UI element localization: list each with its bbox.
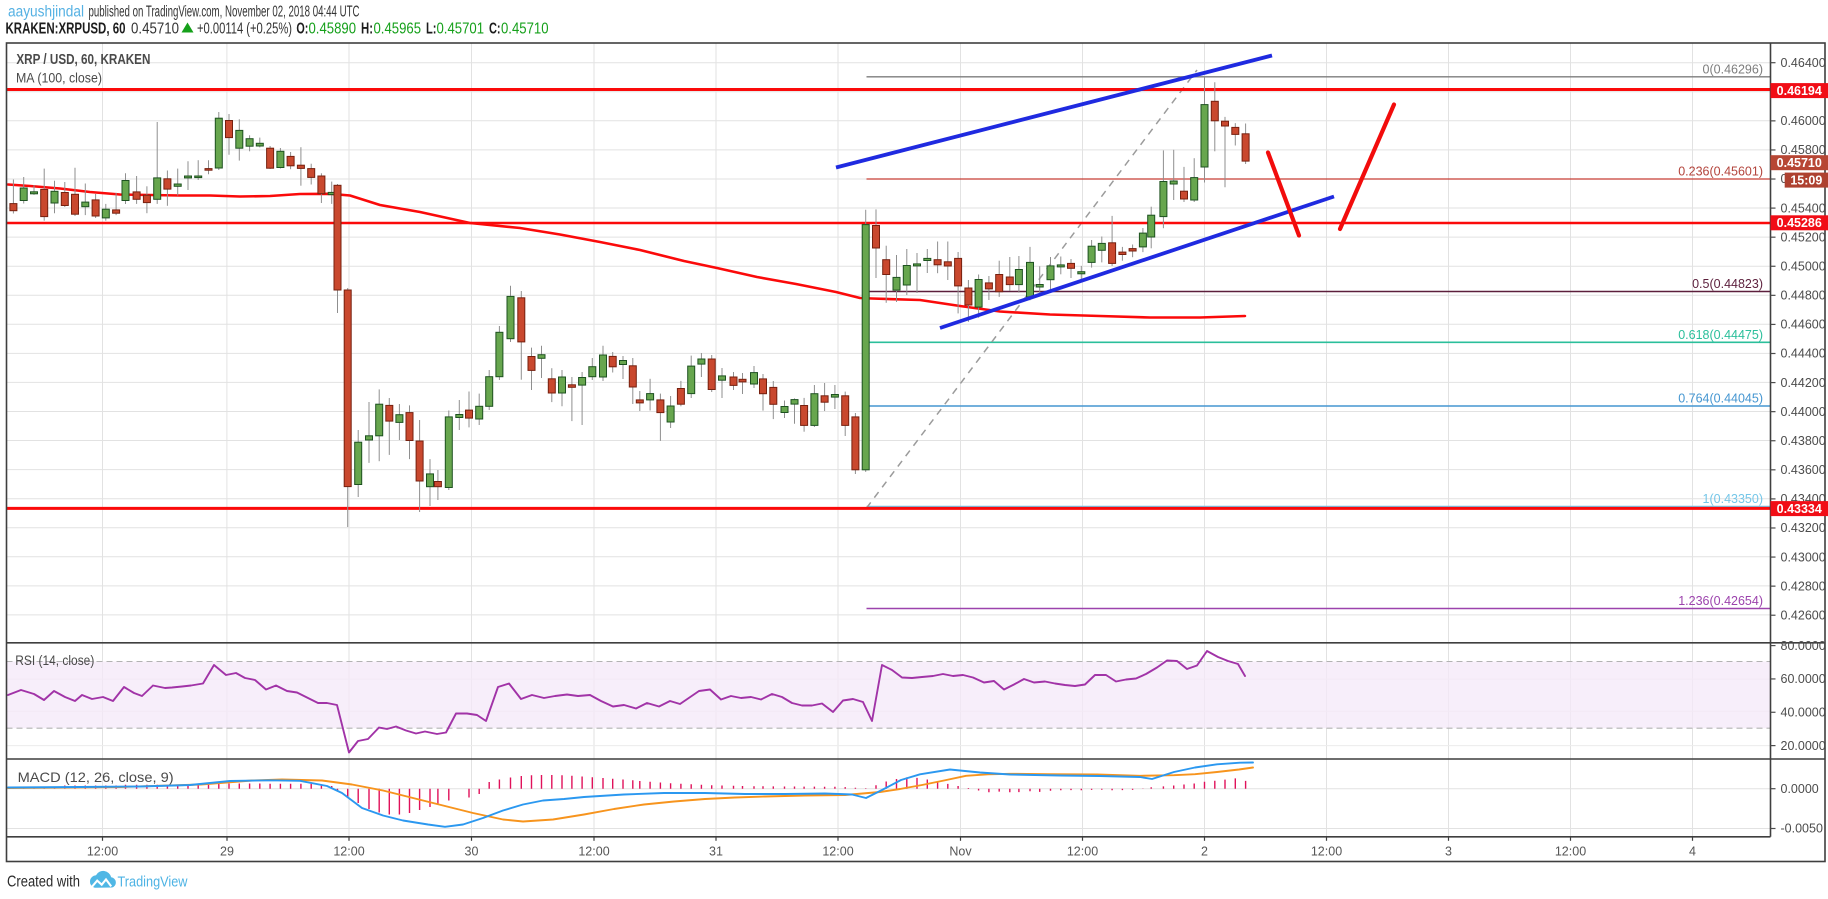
svg-text:0.44800: 0.44800 <box>1781 289 1826 303</box>
svg-text:31: 31 <box>709 845 723 859</box>
svg-text:Created with: Created with <box>7 873 80 890</box>
svg-text:0.45710: 0.45710 <box>1777 156 1822 170</box>
svg-text:40.0000: 40.0000 <box>1781 705 1826 719</box>
svg-text:0.45800: 0.45800 <box>1781 143 1826 157</box>
svg-text:4: 4 <box>1689 845 1696 859</box>
svg-text:0.46194: 0.46194 <box>1777 84 1822 98</box>
svg-text:KRAKEN:XRPUSD, 60: KRAKEN:XRPUSD, 60 <box>6 21 126 38</box>
svg-text:0.42600: 0.42600 <box>1781 608 1826 622</box>
svg-text:aayushjindal: aayushjindal <box>8 4 84 21</box>
svg-text:RSI (14, close): RSI (14, close) <box>15 652 94 668</box>
svg-text:L:: L: <box>426 21 437 38</box>
svg-text:15:09: 15:09 <box>1790 174 1822 188</box>
svg-text:12:00: 12:00 <box>1555 845 1586 859</box>
svg-text:+0.00114 (+0.25%): +0.00114 (+0.25%) <box>197 21 292 38</box>
svg-text:C:: C: <box>489 21 501 38</box>
svg-text:0(0.46296): 0(0.46296) <box>1703 62 1763 76</box>
svg-text:1(0.43350): 1(0.43350) <box>1703 492 1763 506</box>
svg-text:0.45710: 0.45710 <box>501 21 549 38</box>
svg-text:12:00: 12:00 <box>1067 845 1098 859</box>
svg-text:1.236(0.42654): 1.236(0.42654) <box>1678 594 1763 608</box>
svg-text:0.45200: 0.45200 <box>1781 230 1826 244</box>
svg-text:0.42800: 0.42800 <box>1781 579 1826 593</box>
svg-text:0.43800: 0.43800 <box>1781 434 1826 448</box>
svg-text:0.46400: 0.46400 <box>1781 56 1826 70</box>
svg-text:XRP / USD, 60, KRAKEN: XRP / USD, 60, KRAKEN <box>16 52 150 68</box>
svg-text:0.43600: 0.43600 <box>1781 463 1826 477</box>
svg-text:2: 2 <box>1201 845 1208 859</box>
svg-text:80.0000: 80.0000 <box>1781 639 1826 653</box>
svg-text:published on TradingView.com,: published on TradingView.com, November 0… <box>89 4 360 21</box>
svg-text:0.0000: 0.0000 <box>1781 782 1819 796</box>
svg-text:12:00: 12:00 <box>333 845 364 859</box>
svg-text:12:00: 12:00 <box>822 845 853 859</box>
svg-text:0.44400: 0.44400 <box>1781 347 1826 361</box>
svg-text:0.45890: 0.45890 <box>309 21 357 38</box>
svg-text:Nov: Nov <box>949 845 972 859</box>
svg-text:0.45286: 0.45286 <box>1777 216 1822 230</box>
svg-text:0.764(0.44045): 0.764(0.44045) <box>1678 392 1763 406</box>
svg-text:0.45710: 0.45710 <box>131 21 179 38</box>
svg-text:0.43200: 0.43200 <box>1781 521 1826 535</box>
svg-text:0.46000: 0.46000 <box>1781 114 1826 128</box>
svg-text:0.236(0.45601): 0.236(0.45601) <box>1678 165 1763 179</box>
svg-text:0.618(0.44475): 0.618(0.44475) <box>1678 328 1763 342</box>
svg-text:O:: O: <box>296 21 308 38</box>
svg-text:TradingView: TradingView <box>118 873 188 890</box>
svg-text:0.44000: 0.44000 <box>1781 405 1826 419</box>
svg-text:0.43000: 0.43000 <box>1781 550 1826 564</box>
svg-text:12:00: 12:00 <box>87 845 118 859</box>
svg-text:0.43334: 0.43334 <box>1777 502 1822 516</box>
svg-text:30: 30 <box>465 845 479 859</box>
svg-text:29: 29 <box>220 845 234 859</box>
svg-text:12:00: 12:00 <box>578 845 609 859</box>
svg-text:0.44200: 0.44200 <box>1781 376 1826 390</box>
svg-text:0.5(0.44823): 0.5(0.44823) <box>1692 277 1763 291</box>
svg-text:MA (100, close): MA (100, close) <box>16 70 102 86</box>
svg-text:-0.0050: -0.0050 <box>1781 822 1823 836</box>
svg-text:60.0000: 60.0000 <box>1781 672 1826 686</box>
svg-text:12:00: 12:00 <box>1311 845 1342 859</box>
svg-text:MACD (12, 26, close, 9): MACD (12, 26, close, 9) <box>18 769 174 785</box>
svg-text:20.0000: 20.0000 <box>1781 739 1826 753</box>
svg-text:0.45000: 0.45000 <box>1781 259 1826 273</box>
svg-text:0.45965: 0.45965 <box>374 21 422 38</box>
svg-text:H:: H: <box>361 21 373 38</box>
svg-text:0.44600: 0.44600 <box>1781 318 1826 332</box>
svg-text:0.45701: 0.45701 <box>437 21 485 38</box>
svg-text:0.45400: 0.45400 <box>1781 201 1826 215</box>
svg-text:3: 3 <box>1445 845 1452 859</box>
